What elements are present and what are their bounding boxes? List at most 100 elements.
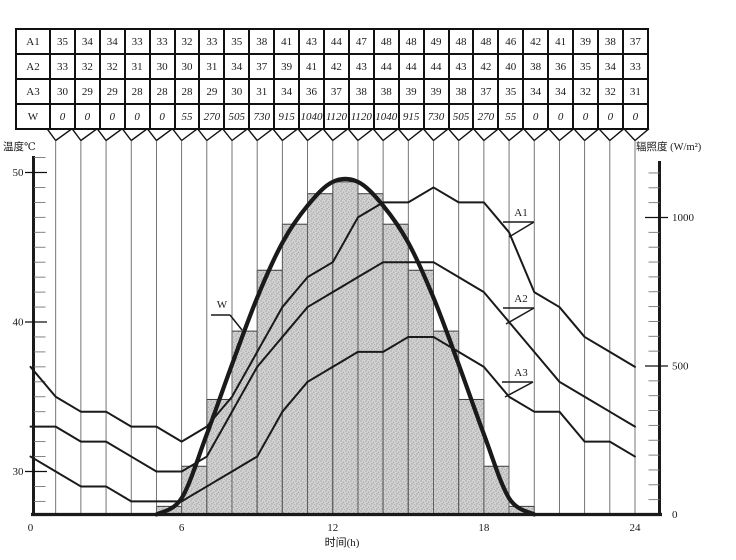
bars-layer bbox=[155, 181, 535, 515]
table-cell: 55 bbox=[497, 103, 525, 130]
table-cell: 34 bbox=[223, 53, 251, 80]
table-cell: 34 bbox=[98, 28, 126, 55]
left-axis-title: 温度℃ bbox=[3, 140, 36, 153]
right-tick-label: 0 bbox=[672, 509, 678, 521]
column-arrow bbox=[171, 128, 198, 142]
table-cell: 0 bbox=[596, 103, 624, 130]
column-arrow bbox=[297, 128, 324, 142]
curve-labels-layer: W A1 A2 A3 bbox=[211, 207, 535, 398]
column-arrow bbox=[272, 128, 299, 142]
table-cell: 41 bbox=[298, 53, 325, 80]
table-cell: 505 bbox=[223, 103, 251, 130]
curve-label-A3: A3 bbox=[514, 367, 528, 379]
table-cell: 28 bbox=[148, 78, 176, 105]
x-tick-label: 24 bbox=[630, 522, 642, 534]
table-cell: 43 bbox=[447, 53, 475, 80]
table-cell: 38 bbox=[372, 78, 400, 105]
table-cell: 34 bbox=[596, 53, 624, 80]
table-cell: 31 bbox=[248, 78, 276, 105]
table-cell: 40 bbox=[497, 53, 525, 80]
table-cell: 37 bbox=[472, 78, 500, 105]
table-cell: 32 bbox=[98, 53, 126, 80]
x-axis-title: 时间(h) bbox=[325, 536, 360, 549]
table-cell: 34 bbox=[547, 78, 575, 105]
table-cell: 38 bbox=[447, 78, 475, 105]
irradiance-bar bbox=[281, 223, 309, 515]
column-arrow bbox=[71, 128, 98, 142]
irradiance-bar bbox=[332, 181, 359, 515]
table-cell: 30 bbox=[173, 53, 201, 80]
table-cell: 34 bbox=[73, 28, 101, 55]
curve-label-pointer bbox=[229, 314, 243, 331]
hourly-data-table: A1 35 34 34 33 33 32 33 35 38 41 43 44 47 48 48 49 48 48 46… bbox=[15, 28, 650, 130]
table-cell: 46 bbox=[497, 28, 525, 55]
axes-layer: 50 40 30 1000 500 0 0 6 12 18 24 bbox=[13, 156, 695, 534]
table-cell: 33 bbox=[148, 28, 176, 55]
table-cell: 42 bbox=[472, 53, 500, 80]
table-cell: 48 bbox=[447, 28, 475, 55]
table-cell: 0 bbox=[572, 103, 599, 130]
column-arrow bbox=[548, 128, 575, 142]
column-arrow bbox=[96, 128, 123, 142]
table-row: A2 33 32 32 31 30 30 31 34 37 39 41 42 43 44 44 44 43 42 40… bbox=[15, 53, 650, 80]
table-cell: 1040 bbox=[298, 103, 325, 130]
table-cell: 0 bbox=[49, 103, 76, 130]
table-cell: 38 bbox=[347, 78, 375, 105]
table-cell: 28 bbox=[123, 78, 151, 105]
table-cell: 39 bbox=[397, 78, 425, 105]
table-cell: 33 bbox=[49, 53, 76, 80]
x-tick-label: 6 bbox=[179, 522, 185, 534]
column-arrow bbox=[472, 128, 499, 142]
table-cell: 34 bbox=[522, 78, 550, 105]
table-cell: 41 bbox=[547, 28, 575, 55]
table-cell: 29 bbox=[73, 78, 101, 105]
table-cell: 48 bbox=[472, 28, 500, 55]
table-cell: 0 bbox=[547, 103, 575, 130]
table-cell: 270 bbox=[198, 103, 226, 130]
table-cell: 43 bbox=[347, 53, 375, 80]
x-tick-label: 18 bbox=[478, 522, 490, 534]
table-cell: 39 bbox=[572, 28, 599, 55]
column-arrow bbox=[347, 128, 374, 142]
table-cell: 47 bbox=[347, 28, 375, 55]
table-cell: 43 bbox=[298, 28, 325, 55]
column-arrow bbox=[196, 128, 224, 142]
column-arrow bbox=[222, 128, 249, 142]
column-arrow bbox=[523, 128, 550, 142]
curve-A1 bbox=[29, 186, 636, 443]
table-cell: 38 bbox=[248, 28, 276, 55]
table-cell: 34 bbox=[273, 78, 301, 105]
table-cell: 0 bbox=[621, 103, 650, 130]
table-cell: 0 bbox=[148, 103, 176, 130]
table-cell: 0 bbox=[123, 103, 151, 130]
irradiance-bar bbox=[407, 269, 434, 515]
irradiance-bar bbox=[307, 193, 334, 515]
table-cell: 0 bbox=[98, 103, 126, 130]
table-cell: 38 bbox=[522, 53, 550, 80]
column-arrow bbox=[447, 128, 474, 142]
table-cell: 1040 bbox=[372, 103, 400, 130]
curve-W bbox=[154, 176, 537, 517]
column-arrow bbox=[146, 128, 173, 142]
curve-label-A2: A2 bbox=[514, 293, 527, 305]
table-cell: 49 bbox=[422, 28, 450, 55]
left-tick-label: 50 bbox=[13, 167, 25, 179]
table-cell: 32 bbox=[173, 28, 201, 55]
table-cell: 35 bbox=[49, 28, 76, 55]
irradiance-bar bbox=[382, 223, 409, 515]
table-cell: 42 bbox=[522, 28, 550, 55]
column-arrow bbox=[46, 128, 73, 142]
column-arrow bbox=[121, 128, 148, 142]
table-cell: 29 bbox=[98, 78, 126, 105]
table-body: A1 35 34 34 33 33 32 33 35 38 41 43 44 47 48 48 49 48 48 46… bbox=[15, 28, 650, 130]
column-arrow bbox=[422, 128, 449, 142]
table-cell: 31 bbox=[198, 53, 226, 80]
right-tick-label: 500 bbox=[672, 361, 689, 373]
curve-label-pointer bbox=[504, 381, 534, 398]
table-row-label: W bbox=[15, 103, 51, 130]
irradiance-bar bbox=[256, 269, 283, 515]
column-arrow bbox=[497, 128, 525, 142]
table-cell: 36 bbox=[547, 53, 575, 80]
